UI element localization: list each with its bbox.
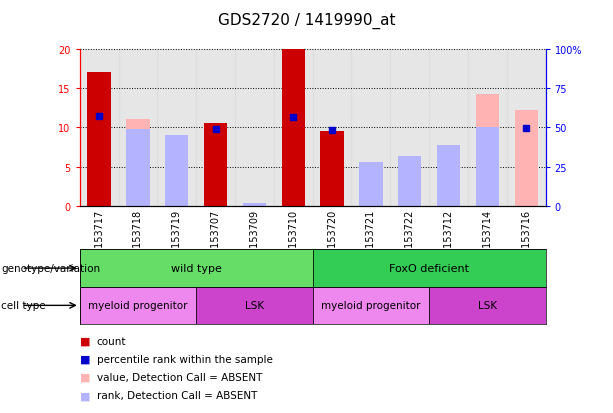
Bar [507, 50, 546, 206]
Bar [196, 287, 313, 324]
Bar [429, 50, 468, 206]
Text: percentile rank within the sample: percentile rank within the sample [97, 354, 273, 364]
Text: rank, Detection Call = ABSENT: rank, Detection Call = ABSENT [97, 390, 257, 400]
Bar [158, 50, 196, 206]
Text: wild type: wild type [171, 263, 221, 273]
Bar [390, 50, 429, 206]
Text: value, Detection Call = ABSENT: value, Detection Call = ABSENT [97, 372, 262, 382]
Bar [243, 203, 266, 206]
Bar [80, 50, 118, 206]
Bar [398, 173, 421, 206]
Bar [80, 250, 313, 287]
Bar [88, 73, 111, 206]
Text: myeloid progenitor: myeloid progenitor [88, 301, 188, 311]
Bar [126, 120, 150, 206]
Text: ■: ■ [80, 372, 90, 382]
Text: LSK: LSK [245, 301, 264, 311]
Text: ■: ■ [80, 390, 90, 400]
Bar [165, 156, 188, 206]
Bar [514, 111, 538, 206]
Text: ■: ■ [80, 336, 90, 346]
Bar [80, 287, 196, 324]
Bar [437, 145, 460, 206]
Text: GDS2720 / 1419990_at: GDS2720 / 1419990_at [218, 13, 395, 29]
Text: count: count [97, 336, 126, 346]
Bar [313, 250, 546, 287]
Bar [476, 95, 499, 206]
Bar [351, 50, 390, 206]
Bar [235, 50, 274, 206]
Bar [313, 50, 351, 206]
Bar [126, 130, 150, 206]
Bar [165, 136, 188, 206]
Text: cell type: cell type [1, 301, 46, 311]
Bar [359, 163, 383, 206]
Text: LSK: LSK [478, 301, 497, 311]
Bar [321, 132, 344, 206]
Text: ■: ■ [80, 354, 90, 364]
Bar [204, 124, 227, 206]
Bar [281, 50, 305, 206]
Bar [476, 127, 499, 206]
Bar [118, 50, 158, 206]
Bar [313, 287, 429, 324]
Bar [196, 50, 235, 206]
Bar [468, 50, 507, 206]
Text: genotype/variation: genotype/variation [1, 263, 101, 273]
Bar [398, 157, 421, 206]
Text: FoxO deficient: FoxO deficient [389, 263, 469, 273]
Text: myeloid progenitor: myeloid progenitor [321, 301, 421, 311]
Bar [359, 180, 383, 206]
Bar [274, 50, 313, 206]
Bar [429, 287, 546, 324]
